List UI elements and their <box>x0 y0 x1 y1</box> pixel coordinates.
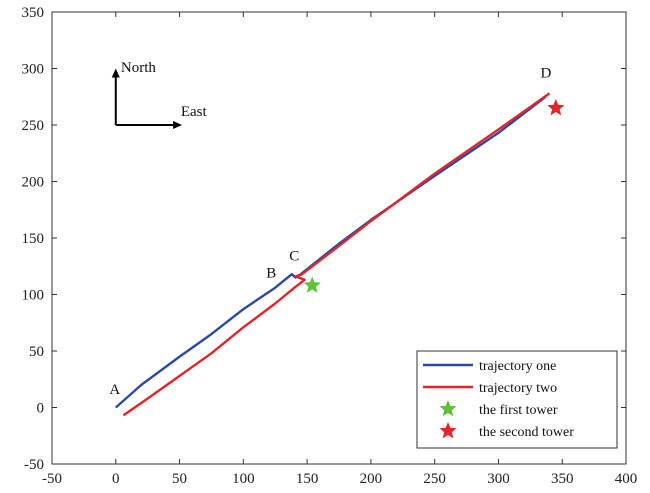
y-tick-label: 250 <box>22 118 45 134</box>
x-tick-label: 150 <box>296 471 319 487</box>
y-tick-label: 50 <box>29 344 44 360</box>
star-marker-4 <box>547 99 565 116</box>
x-tick-label: 0 <box>112 471 120 487</box>
annotation-1: A <box>109 382 120 398</box>
compass-arrows <box>111 68 183 129</box>
annotation-5: North <box>121 60 156 76</box>
east-arrowhead <box>173 121 183 129</box>
legend-label-4: the second tower <box>479 425 574 440</box>
series-line-2 <box>122 92 551 417</box>
annotation-2: B <box>266 266 276 282</box>
legend-label-1: trajectory one <box>479 359 556 374</box>
x-tick-label: 300 <box>487 471 510 487</box>
star-marker-3 <box>303 276 321 293</box>
legend-swatch-3 <box>439 400 457 417</box>
x-tick-label: 200 <box>360 471 383 487</box>
annotation-4: D <box>541 66 552 82</box>
legend: trajectory one trajectory two the first to… <box>416 350 618 449</box>
legend-swatch-4 <box>439 422 457 439</box>
x-tick-label: 400 <box>615 471 638 487</box>
y-tick-label: 300 <box>22 62 45 78</box>
y-tick-label: 350 <box>22 5 45 21</box>
annotation-3: C <box>289 249 299 265</box>
y-tick-label: 0 <box>37 401 45 417</box>
legend-label-2: trajectory two <box>479 381 557 396</box>
y-tick-label: -50 <box>24 457 44 473</box>
x-tick-label: 250 <box>423 471 446 487</box>
x-tick-label: 50 <box>172 471 187 487</box>
series-layer <box>115 92 565 417</box>
annotation-6: East <box>181 104 208 120</box>
x-tick-label: 100 <box>232 471 255 487</box>
y-tick-label: 100 <box>22 288 45 304</box>
annotation-layer: A BC D North East <box>109 60 551 398</box>
axis-ticks: -50 0 50 100 150 200 250 300 350 400 -50 0 50 100 150 2… <box>22 5 638 487</box>
north-arrowhead <box>111 68 120 78</box>
y-tick-label: 150 <box>22 231 45 247</box>
series-line-1 <box>115 95 547 409</box>
y-tick-label: 200 <box>22 175 45 191</box>
x-tick-label: -50 <box>42 471 62 487</box>
x-tick-label: 350 <box>551 471 574 487</box>
legend-label-3: the first tower <box>479 403 558 418</box>
